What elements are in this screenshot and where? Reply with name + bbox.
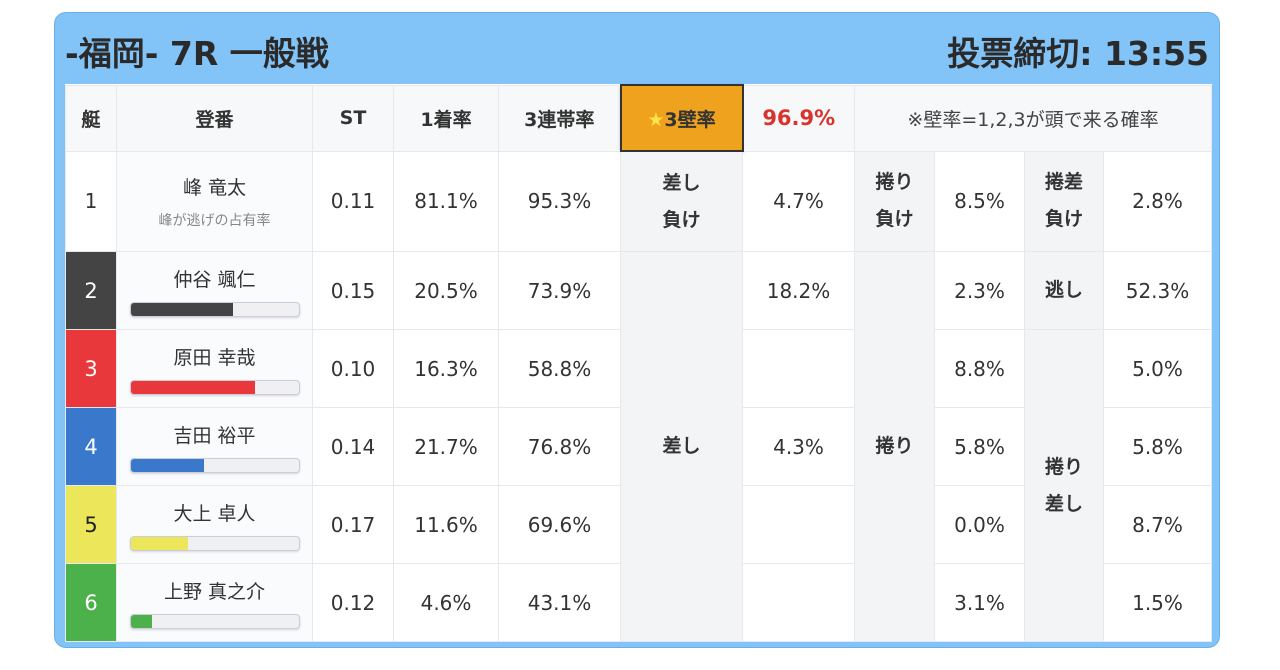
wall-rate: 96.9% — [742, 84, 855, 152]
racer-name: 上野 真之介 — [163, 580, 266, 603]
table-row: 1 峰 竜太峰が逃げの占有率 0.11 81.1% 95.3% 差し 負け 4.7… — [65, 150, 1212, 252]
makurisashi-value: 5.0% — [1103, 329, 1212, 408]
top3-rate: 43.1% — [498, 563, 621, 642]
makurisashi-value: 8.7% — [1103, 485, 1212, 564]
race-title: -福岡- 7R 一般戦 — [65, 34, 329, 73]
makuri-value: 0.0% — [934, 485, 1025, 564]
race-table: 艇 登番 ST 1着率 3連帯率 ★3壁率 96.9% ※壁率=1,2,3が頭で… — [65, 84, 1212, 642]
racer-name: 大上 卓人 — [173, 502, 256, 525]
racer-name: 吉田 裕平 — [173, 424, 256, 447]
racer-name: 仲谷 颯仁 — [173, 268, 256, 291]
racer-cell: 峰 竜太峰が逃げの占有率 — [116, 150, 313, 252]
col-name: 登番 — [116, 84, 313, 152]
top3-rate: 73.9% — [498, 251, 621, 330]
wall-note: ※壁率=1,2,3が頭で来る確率 — [854, 84, 1212, 152]
pattern-sashi-make: 差し 負け — [620, 150, 743, 252]
table-row: 3 原田 幸哉 0.10 16.3% 58.8% 8.8% 捲り 差し 5.0% — [65, 329, 1212, 642]
progress-bar — [129, 535, 300, 551]
boat-number: 3 — [65, 329, 117, 408]
st-value: 0.11 — [312, 150, 394, 252]
sashi-value — [742, 329, 855, 408]
table-row: 5 大上 卓人 0.17 11.6% 69.6% 0.0% 8.7% — [65, 485, 1212, 564]
racer-cell: 吉田 裕平 — [116, 407, 313, 486]
top3-rate: 69.6% — [498, 485, 621, 564]
racer-name: 峰 竜太 — [182, 176, 247, 199]
racer-cell: 上野 真之介 — [116, 563, 313, 642]
st-value: 0.14 — [312, 407, 394, 486]
top3-rate: 95.3% — [498, 150, 621, 252]
st-value: 0.12 — [312, 563, 394, 642]
boat-number: 2 — [65, 251, 117, 330]
first-rate: 20.5% — [393, 251, 499, 330]
makuri-value: 5.8% — [934, 407, 1025, 486]
top3-rate: 76.8% — [498, 407, 621, 486]
table-row: 2 仲谷 颯仁 0.15 20.5% 73.9% 差し 18.2% 捲り 2.3… — [65, 251, 1212, 642]
sashi-make-value: 4.7% — [742, 150, 855, 252]
makuri-value: 3.1% — [934, 563, 1025, 642]
col-boat: 艇 — [65, 84, 117, 152]
st-value: 0.10 — [312, 329, 394, 408]
racer-cell: 仲谷 颯仁 — [116, 251, 313, 330]
first-rate: 11.6% — [393, 485, 499, 564]
racer-name: 原田 幸哉 — [173, 346, 256, 369]
progress-fill — [130, 380, 255, 394]
col-st: ST — [312, 84, 394, 152]
table-row: 4 吉田 裕平 0.14 21.7% 76.8% 4.3% 5.8% 5.8% — [65, 407, 1212, 486]
pattern-sashi: 差し — [620, 251, 743, 642]
sashi-value — [742, 563, 855, 642]
star-icon: ★ — [647, 108, 665, 131]
col-first: 1着率 — [393, 84, 499, 152]
racer-cell: 原田 幸哉 — [116, 329, 313, 408]
nige-value: 52.3% — [1103, 251, 1212, 330]
makuri-value: 2.3% — [934, 251, 1025, 330]
table-row: 6 上野 真之介 0.12 4.6% 43.1% 3.1% 1.5% — [65, 563, 1212, 642]
pattern-makuri-make: 捲り 負け — [854, 150, 935, 252]
st-value: 0.15 — [312, 251, 394, 330]
race-panel: -福岡- 7R 一般戦 投票締切: 13:55 艇 登番 ST 1着率 3連帯率… — [54, 12, 1220, 648]
makurisashi-make-value: 2.8% — [1103, 150, 1212, 252]
racer-subtext: 峰が逃げの占有率 — [158, 212, 271, 229]
boat-number: 5 — [65, 485, 117, 564]
progress-fill — [130, 614, 153, 628]
makurisashi-value: 5.8% — [1103, 407, 1212, 486]
progress-bar — [129, 457, 300, 473]
makurisashi-value: 1.5% — [1103, 563, 1212, 642]
makuri-make-value: 8.5% — [934, 150, 1025, 252]
st-value: 0.17 — [312, 485, 394, 564]
first-rate: 21.7% — [393, 407, 499, 486]
progress-fill — [130, 458, 205, 472]
pattern-makurisashi-make: 捲差 負け — [1024, 150, 1104, 252]
col-top3: 3連帯率 — [498, 84, 621, 152]
first-rate: 16.3% — [393, 329, 499, 408]
first-rate: 81.1% — [393, 150, 499, 252]
pattern-nige: 逃し — [1024, 251, 1104, 330]
pattern-makurisashi: 捲り 差し — [1024, 329, 1104, 642]
sashi-value: 18.2% — [742, 251, 855, 330]
makuri-value: 8.8% — [934, 329, 1025, 408]
sashi-value — [742, 485, 855, 564]
vote-deadline: 投票締切: 13:55 — [947, 34, 1209, 73]
progress-bar — [129, 301, 300, 317]
col-wall[interactable]: ★3壁率 — [619, 84, 744, 152]
header-row: 艇 登番 ST 1着率 3連帯率 ★3壁率 96.9% ※壁率=1,2,3が頭で… — [65, 84, 1212, 152]
boat-number: 1 — [65, 150, 117, 252]
progress-bar — [129, 613, 300, 629]
top3-rate: 58.8% — [498, 329, 621, 408]
progress-bar — [129, 379, 300, 395]
sashi-value: 4.3% — [742, 407, 855, 486]
pattern-makuri: 捲り — [854, 251, 935, 642]
racer-cell: 大上 卓人 — [116, 485, 313, 564]
boat-number: 4 — [65, 407, 117, 486]
first-rate: 4.6% — [393, 563, 499, 642]
progress-fill — [130, 302, 233, 316]
progress-fill — [130, 536, 188, 550]
boat-number: 6 — [65, 563, 117, 642]
